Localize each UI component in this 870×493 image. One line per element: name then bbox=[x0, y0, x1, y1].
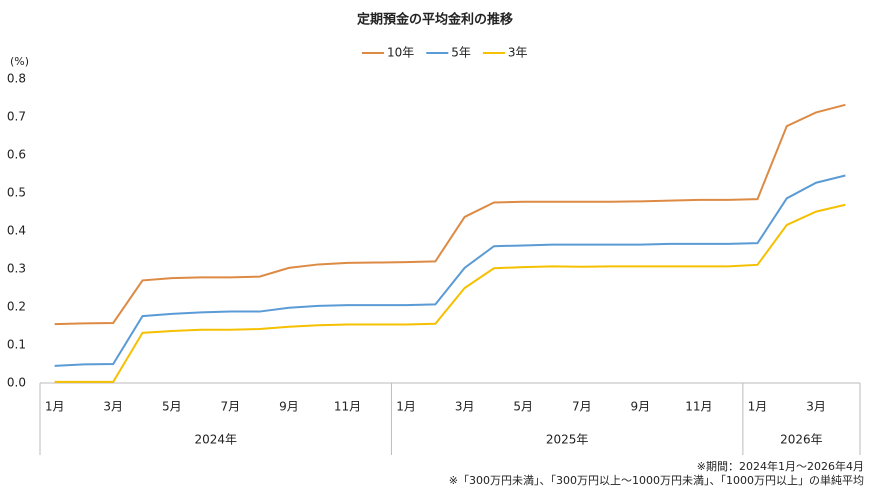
footnote: ※期間：2024年1月～2026年4月 bbox=[697, 459, 864, 473]
x-tick-label: 1月 bbox=[396, 400, 416, 414]
y-tick-label: 0.2 bbox=[7, 300, 26, 314]
x-tick-label: 3月 bbox=[455, 400, 475, 414]
legend-label: 3年 bbox=[508, 46, 528, 60]
chart-title: 定期預金の平均金利の推移 bbox=[356, 12, 513, 28]
y-tick-label: 0.3 bbox=[7, 262, 26, 276]
x-tick-label: 3月 bbox=[103, 400, 123, 414]
x-tick-label: 11月 bbox=[334, 400, 361, 414]
series-line bbox=[54, 103, 846, 326]
series-line bbox=[54, 174, 846, 367]
x-group-label: 2025年 bbox=[546, 433, 589, 447]
legend-label: 5年 bbox=[451, 46, 471, 60]
x-tick-label: 7月 bbox=[572, 400, 592, 414]
x-tick-label: 7月 bbox=[221, 400, 241, 414]
series-line bbox=[54, 203, 846, 383]
x-tick-label: 3月 bbox=[806, 400, 826, 414]
x-tick-label: 1月 bbox=[748, 400, 768, 414]
y-tick-label: 0.6 bbox=[7, 148, 26, 162]
y-tick-label: 0.0 bbox=[7, 376, 26, 390]
y-tick-label: 0.4 bbox=[7, 224, 26, 238]
x-group-label: 2024年 bbox=[194, 433, 237, 447]
x-tick-label: 1月 bbox=[45, 400, 65, 414]
y-tick-label: 0.5 bbox=[7, 186, 26, 200]
y-unit: (%) bbox=[10, 55, 29, 68]
x-tick-label: 5月 bbox=[162, 400, 182, 414]
x-tick-label: 11月 bbox=[685, 400, 712, 414]
y-tick-label: 0.7 bbox=[7, 110, 26, 124]
legend-label: 10年 bbox=[387, 46, 414, 60]
x-tick-label: 5月 bbox=[513, 400, 533, 414]
footnote: ※「300万円未満」、「300万円以上～1000万円未満」、「1000万円以上」… bbox=[449, 473, 864, 487]
y-tick-label: 0.8 bbox=[7, 72, 26, 86]
y-tick-label: 0.1 bbox=[7, 338, 26, 352]
x-tick-label: 9月 bbox=[631, 400, 651, 414]
x-group-label: 2026年 bbox=[780, 433, 823, 447]
x-tick-label: 9月 bbox=[279, 400, 299, 414]
